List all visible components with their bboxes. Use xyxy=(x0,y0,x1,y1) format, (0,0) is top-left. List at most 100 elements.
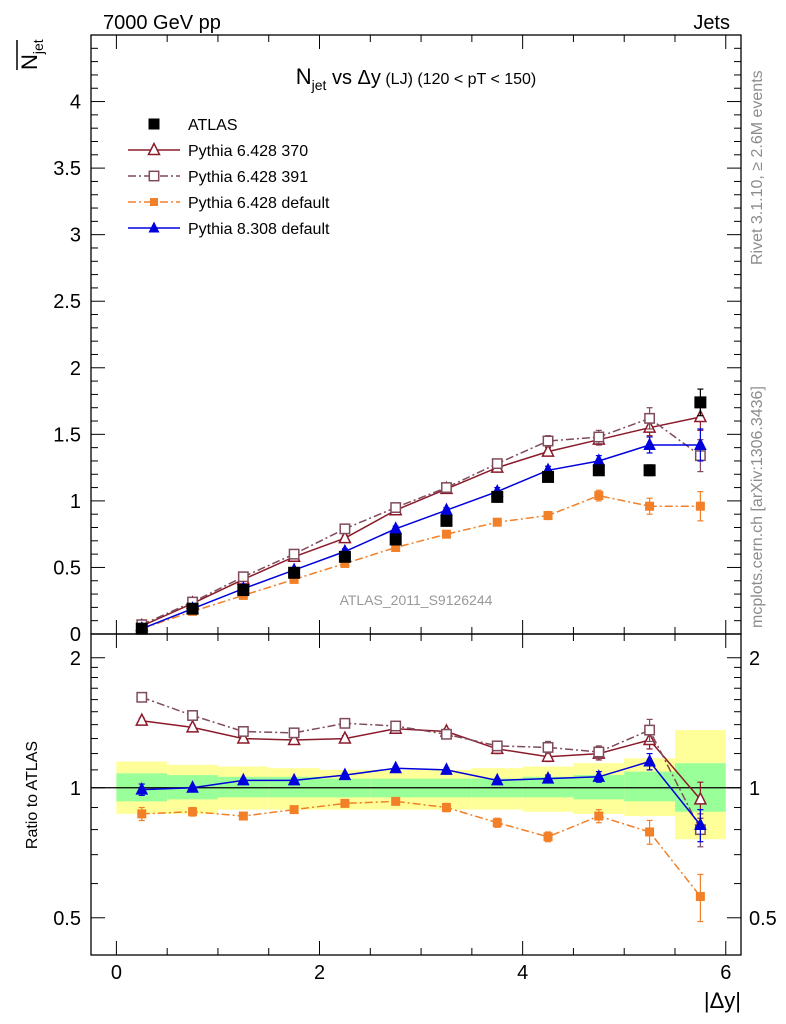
y-tick-label: 2 xyxy=(70,358,81,380)
ratio-series-pythia-6-428-default xyxy=(137,796,705,923)
ratio-point xyxy=(137,809,147,819)
ratio-point xyxy=(135,782,149,795)
legend-entry-pythia-6-428-default: Pythia 6.428 default xyxy=(128,195,330,212)
legend-marker xyxy=(148,118,160,130)
ratio-point xyxy=(542,741,554,753)
main-line-pythia-6-428-391 xyxy=(141,417,701,626)
ratio-point xyxy=(390,720,402,732)
ratio-point xyxy=(188,807,198,817)
inner-band xyxy=(268,776,320,798)
main-point xyxy=(390,502,402,513)
y-tick-label: 1 xyxy=(70,491,81,513)
legend-entry-pythia-8-308-default: Pythia 8.308 default xyxy=(128,221,330,238)
legend-label: Pythia 8.308 default xyxy=(188,221,330,238)
ratio-point xyxy=(338,767,352,781)
main-line-pythia-6-428-370 xyxy=(141,416,701,627)
y-axis-label-text: Njet xyxy=(17,39,46,70)
y-tick-label: 3.5 xyxy=(53,158,81,180)
ratio-point xyxy=(440,762,453,775)
ratio-line-pythia-6-428-default xyxy=(141,800,701,897)
ratio-point xyxy=(492,818,502,828)
header-left: 7000 GeV pp xyxy=(103,12,221,34)
main-point xyxy=(695,501,705,511)
chart-title: Njet vs Δy (LJ) (120 < pT < 150) xyxy=(296,64,537,93)
main-point xyxy=(440,514,453,527)
ratio-point xyxy=(541,770,555,784)
main-point xyxy=(135,622,148,635)
rivet-version-text: Rivet 3.1.10, ≥ 2.6M events xyxy=(749,70,766,265)
ratio-line-pythia-6-428-391 xyxy=(141,696,702,830)
ratio-point xyxy=(592,769,606,782)
ratio-line-pythia-6-428-370 xyxy=(141,719,701,800)
legend-label: Pythia 6.428 370 xyxy=(188,143,308,160)
main-point xyxy=(694,437,707,450)
main-point xyxy=(643,464,656,477)
ratio-point xyxy=(237,772,250,786)
ratio-point xyxy=(490,772,504,786)
ratio-point xyxy=(693,791,708,805)
main-point xyxy=(237,571,249,583)
main-point xyxy=(643,437,656,450)
main-point xyxy=(541,443,555,457)
main-point xyxy=(389,521,402,534)
ratio-point xyxy=(187,710,199,721)
inner-band xyxy=(522,776,574,798)
main-series-atlas xyxy=(135,388,707,635)
main-point xyxy=(543,511,553,521)
x-tick-label: 6 xyxy=(720,962,731,984)
main-point xyxy=(288,548,300,560)
ratio-point xyxy=(288,727,300,739)
main-point xyxy=(389,533,402,546)
main-panel: 0 0.5 1 1.5 2 2.5 3 3.5 4 Njet Njet vs Δy (LJ) (12… xyxy=(16,34,742,646)
analysis-watermark: ATLAS_2011_S9126244 xyxy=(340,592,493,608)
main-point xyxy=(441,482,452,494)
ratio-point xyxy=(236,730,251,744)
ratio-series-pythia-8-308-default xyxy=(135,752,707,843)
ratio-point xyxy=(694,817,707,830)
ratio-point xyxy=(643,753,656,767)
ratio-point xyxy=(287,731,301,746)
main-point xyxy=(694,396,707,409)
ratio-y-tick-label: 1 xyxy=(70,778,81,800)
main-series-pythia-6-428-default xyxy=(137,489,705,634)
y-tick-label: 1.5 xyxy=(53,424,81,446)
ratio-y-axis-label: Ratio to ATLAS xyxy=(24,741,41,849)
ratio-point xyxy=(389,760,402,774)
legend-label: Pythia 6.428 default xyxy=(188,195,330,212)
ratio-panel: 0.5 0.5 1 1 2 2 0 2 4 6 |Δy| Ratio to ATLAS xyxy=(24,633,777,1013)
ratio-point xyxy=(441,728,452,740)
legend-marker xyxy=(148,170,160,182)
inner-band xyxy=(624,771,675,802)
ratio-point xyxy=(136,691,148,703)
ratio-point xyxy=(593,746,605,758)
x-axis-label: |Δy| xyxy=(704,988,741,1013)
ratio-point xyxy=(644,724,656,736)
ratio-point xyxy=(695,892,705,902)
ratio-point xyxy=(541,748,555,762)
y-tick-label: 2.5 xyxy=(53,291,81,313)
ratio-point xyxy=(594,811,604,821)
ratio-point xyxy=(338,730,352,744)
main-point xyxy=(542,470,555,483)
ratio-point xyxy=(391,796,401,806)
mcplots-credit-text: mcplots.cern.ch [arXiv:1306.3436] xyxy=(749,386,766,628)
y-tick-label: 3 xyxy=(70,225,81,247)
x-tick-label: 2 xyxy=(314,962,325,984)
main-point xyxy=(592,464,605,477)
legend-marker xyxy=(148,221,160,233)
y-tick-label: 0 xyxy=(70,624,81,646)
legend-entry-atlas: ATLAS xyxy=(148,117,238,134)
main-line-pythia-6-428-default xyxy=(141,494,701,630)
legend-label: ATLAS xyxy=(188,117,238,134)
ratio-y-tick-label: 0.5 xyxy=(53,908,81,930)
legend-entry-pythia-6-428-391: Pythia 6.428 391 xyxy=(128,169,308,186)
ratio-point xyxy=(135,712,149,726)
legend-marker xyxy=(150,198,158,206)
main-line-pythia-8-308-default xyxy=(141,444,701,630)
y-axis-label: Njet xyxy=(16,39,46,70)
header-right: Jets xyxy=(693,12,730,34)
ratio-y-tick-label-right: 0.5 xyxy=(749,908,777,930)
ratio-frame xyxy=(90,633,742,956)
main-point xyxy=(645,501,655,511)
x-tick-label: 0 xyxy=(111,962,122,984)
